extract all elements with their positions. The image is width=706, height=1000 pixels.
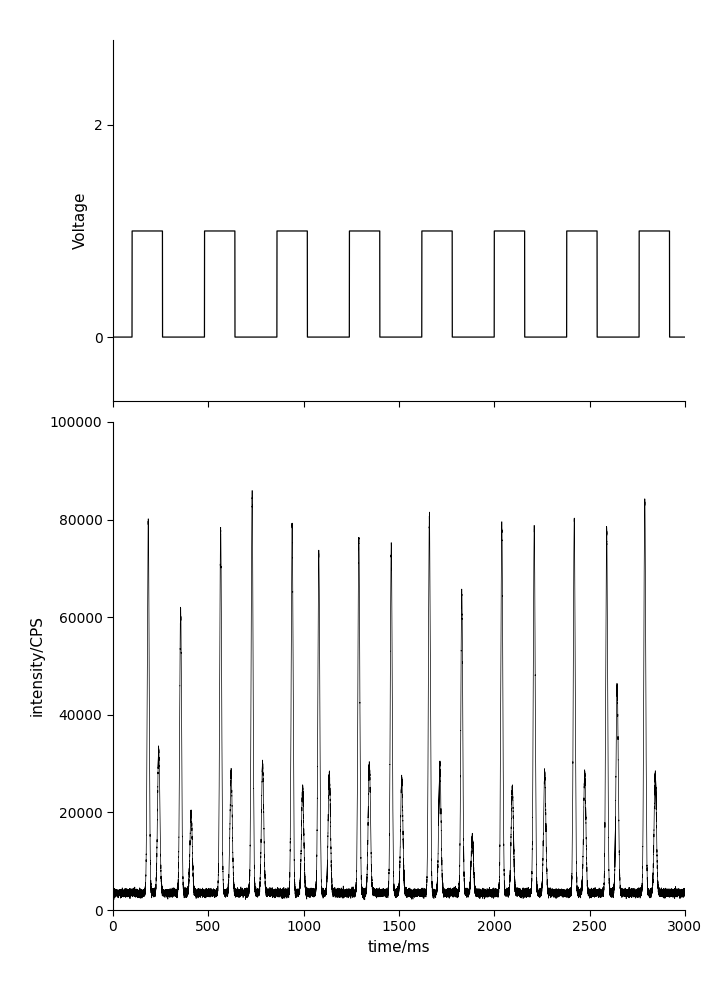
Y-axis label: Voltage: Voltage bbox=[73, 192, 88, 249]
X-axis label: time/ms: time/ms bbox=[368, 940, 430, 955]
Y-axis label: intensity/CPS: intensity/CPS bbox=[30, 615, 44, 716]
